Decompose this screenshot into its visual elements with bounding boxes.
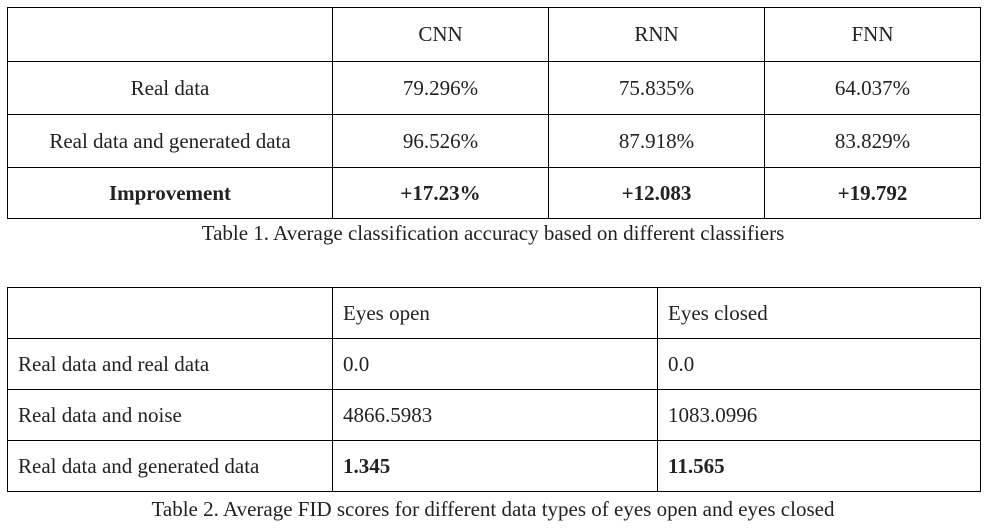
header-cell-empty	[7, 7, 333, 62]
improvement-row: Improvement +17.23% +12.083 +19.792	[7, 167, 981, 219]
table-row: Real data and noise 4866.5983 1083.0996	[7, 389, 981, 441]
row-label: Real data and real data	[7, 338, 333, 390]
table-cell: 0.0	[657, 338, 981, 390]
table-cell: 96.526%	[332, 114, 549, 168]
table-cell: +19.792	[764, 167, 981, 219]
header-cell-cnn: CNN	[332, 7, 549, 62]
table-1-caption: Table 1. Average classification accuracy…	[201, 221, 785, 245]
table-cell: +17.23%	[332, 167, 549, 219]
table-cell: 1.345	[332, 440, 658, 492]
header-cell-eyes-closed: Eyes closed	[657, 287, 981, 339]
header-cell-eyes-open: Eyes open	[332, 287, 658, 339]
table-row: Real data and generated data 96.526% 87.…	[7, 114, 981, 168]
header-cell-empty	[7, 287, 333, 339]
table-row: Real data and generated data 1.345 11.56…	[7, 440, 981, 492]
header-cell-fnn: FNN	[764, 7, 981, 62]
row-label: Improvement	[7, 167, 333, 219]
table-row: Real data 79.296% 75.835% 64.037%	[7, 61, 981, 115]
row-label: Real data and generated data	[7, 440, 333, 492]
table-cell: 83.829%	[764, 114, 981, 168]
table-cell: 87.918%	[548, 114, 765, 168]
table-cell: 75.835%	[548, 61, 765, 115]
header-cell-rnn: RNN	[548, 7, 765, 62]
table-header-row: CNN RNN FNN	[7, 7, 981, 62]
table-header-row: Eyes open Eyes closed	[7, 287, 981, 339]
table-row: Real data and real data 0.0 0.0	[7, 338, 981, 390]
row-label: Real data and generated data	[7, 114, 333, 168]
row-label: Real data	[7, 61, 333, 115]
table-2-caption: Table 2. Average FID scores for differen…	[151, 497, 835, 521]
fid-table: Eyes open Eyes closed Real data and real…	[7, 287, 981, 492]
table-cell: 64.037%	[764, 61, 981, 115]
table-cell: 1083.0996	[657, 389, 981, 441]
table-cell: 0.0	[332, 338, 658, 390]
accuracy-table: CNN RNN FNN Real data 79.296% 75.835% 64…	[7, 7, 981, 219]
table-cell: 11.565	[657, 440, 981, 492]
table-cell: 4866.5983	[332, 389, 658, 441]
row-label: Real data and noise	[7, 389, 333, 441]
table-cell: 79.296%	[332, 61, 549, 115]
table-cell: +12.083	[548, 167, 765, 219]
